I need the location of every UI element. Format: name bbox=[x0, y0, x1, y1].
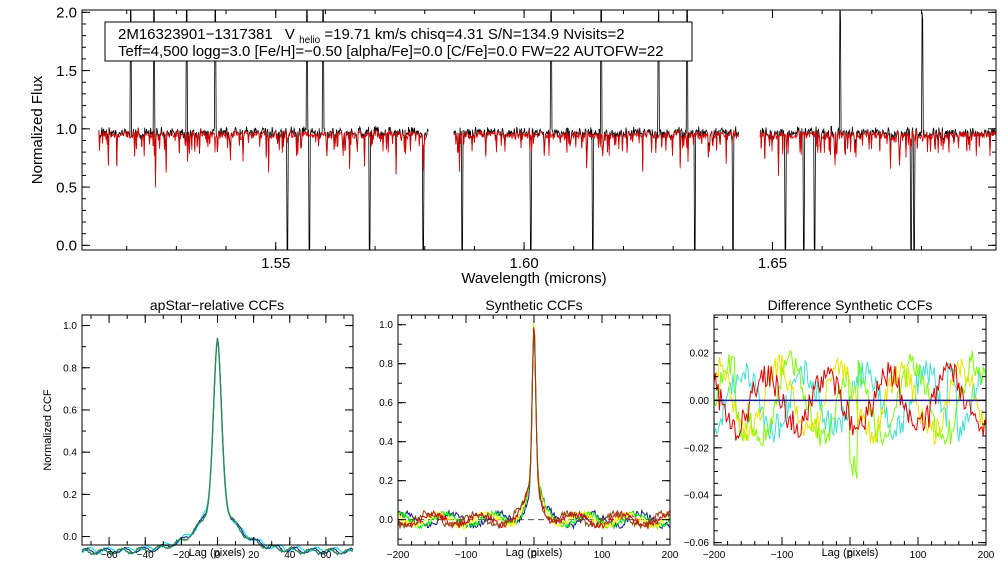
title-box bbox=[104, 21, 693, 62]
v-rest: =19.71 km/s chisq=4.31 S/N=134.9 Nvisits… bbox=[324, 26, 624, 43]
apstar-xtick-label: 40 bbox=[284, 550, 296, 561]
synthetic-ccf-visit-1 bbox=[397, 329, 670, 530]
synthetic-ytick-label: 0.8 bbox=[379, 359, 393, 370]
spectrum-panel: 1.55 1.60 1.65 0.0 0.5 1.0 1.5 2.0 2M16323901−1… bbox=[29, 5, 997, 287]
synthetic-ytick-label: 0.6 bbox=[379, 398, 393, 409]
apstar-ccf-visit-2 bbox=[81, 337, 354, 555]
spectrum-xtick-label: 1.55 bbox=[261, 255, 290, 272]
spectrum-clip-group bbox=[98, 10, 996, 250]
synthetic-ccf-visit-3 bbox=[397, 323, 670, 530]
synthetic-ccf-visit-2 bbox=[397, 323, 670, 531]
synthetic-xtick-label: −200 bbox=[387, 550, 410, 561]
apstar-ccf-combined bbox=[81, 338, 354, 556]
ccf-panel-apstar: apStar−relative CCFs −60 −40 −20 0 20 40 60 0.0… bbox=[42, 297, 354, 561]
apstar-plot-area bbox=[81, 337, 354, 556]
spectrum-ytick-label: 1.0 bbox=[56, 121, 77, 138]
v-prefix: V bbox=[285, 26, 295, 43]
synthetic-xtick-label: 200 bbox=[662, 550, 679, 561]
apstar-axes: −60 −40 −20 0 20 40 60 0.0 0.2 0.4 0.6 0.8 1.0 bbox=[63, 315, 353, 561]
apstar-xtick-label: −20 bbox=[173, 550, 190, 561]
spectrum-ytick-label: 0.5 bbox=[56, 179, 77, 196]
difference-ytick-label: −0.02 bbox=[684, 443, 710, 454]
synthetic-xtick-label: 0 bbox=[531, 550, 537, 561]
difference-xtick-label: −200 bbox=[703, 550, 726, 561]
apstar-xtick-label: 60 bbox=[320, 550, 332, 561]
difference-axes: −200 −100 0 100 200 −0.06 −0.04 −0.02 0.00 0.02 bbox=[684, 315, 995, 561]
apstar-frame bbox=[81, 314, 354, 546]
model-spectrum-chip-3 bbox=[759, 128, 996, 175]
spectrum-axes: 1.55 1.60 1.65 0.0 0.5 1.0 1.5 2.0 bbox=[56, 5, 996, 272]
apstar-ytick-label: 0.2 bbox=[63, 490, 77, 501]
model-spectrum-chip-2 bbox=[453, 129, 739, 173]
model-spectrum-chip-1 bbox=[98, 128, 429, 188]
panel-title-synthetic: Synthetic CCFs bbox=[485, 297, 582, 313]
synthetic-ytick-label: 0.2 bbox=[379, 476, 393, 487]
synthetic-xlabel: Lag (pixels) bbox=[506, 547, 563, 559]
spectrum-xtick-label: 1.60 bbox=[509, 255, 538, 272]
spectrum-ytick-label: 0.0 bbox=[56, 238, 77, 255]
apstar-xtick-label: −60 bbox=[101, 550, 118, 561]
star-id: 2M16323901−1317381 bbox=[118, 26, 273, 43]
ccf-panel-synthetic: Synthetic CCFs −200 −100 0 100 200 0.0 0.2 0.4 0… bbox=[379, 297, 679, 561]
synthetic-axes: −200 −100 0 100 200 0.0 0.2 0.4 0.6 0.8 1.0 bbox=[379, 315, 679, 561]
apstar-xtick-label: 20 bbox=[248, 550, 260, 561]
synthetic-xtick-label: 100 bbox=[594, 550, 611, 561]
observed-spectrum-chip-3 bbox=[759, 10, 996, 250]
synthetic-ccf-combined bbox=[397, 331, 670, 530]
difference-ytick-label: −0.04 bbox=[684, 491, 710, 502]
synthetic-ccf-visit-4 bbox=[397, 327, 670, 531]
spectrum-ytick-label: 2.0 bbox=[56, 5, 77, 22]
apstar-ytick-label: 0.4 bbox=[63, 448, 77, 459]
difference-xtick-label: 200 bbox=[978, 550, 995, 561]
apstar-ytick-label: 0.8 bbox=[63, 363, 77, 374]
spectrum-xtick-label: 1.65 bbox=[758, 255, 787, 272]
ccf-panel-difference: Difference Synthetic CCFs −200 −100 0 100 20… bbox=[684, 297, 995, 561]
difference-plot-area bbox=[713, 349, 987, 479]
synthetic-xtick-label: −100 bbox=[455, 550, 478, 561]
spectrum-frame bbox=[81, 9, 997, 251]
difference-xlabel: Lag (pixels) bbox=[822, 547, 879, 559]
title-line-1: 2M16323901−1317381 V helio =19.71 km/s c… bbox=[118, 26, 625, 47]
apstar-xtick-label: 0 bbox=[215, 550, 221, 561]
synthetic-frame bbox=[397, 314, 671, 546]
spectrum-plot-area bbox=[98, 10, 996, 250]
apstar-ccf-visit-1 bbox=[81, 338, 354, 554]
title-line-2: Teff=4,500 logg=3.0 [Fe/H]=−0.50 [alpha/… bbox=[118, 43, 664, 60]
panel-title-apstar: apStar−relative CCFs bbox=[150, 297, 284, 313]
apstar-ytick-label: 1.0 bbox=[63, 321, 77, 332]
synthetic-ytick-label: 1.0 bbox=[379, 320, 393, 331]
apstar-ytick-label: 0.0 bbox=[63, 532, 77, 543]
difference-ytick-label: 0.00 bbox=[690, 396, 710, 407]
apstar-ytick-label: 0.6 bbox=[63, 405, 77, 416]
difference-ccf-visit-1 bbox=[713, 360, 987, 443]
spectrum-ylabel: Normalized Flux bbox=[29, 75, 46, 184]
synthetic-plot-area bbox=[397, 323, 670, 531]
difference-ccf-visit-4 bbox=[713, 361, 987, 441]
spectrum-ytick-label: 1.5 bbox=[56, 63, 77, 80]
apstar-xtick-label: −40 bbox=[137, 550, 154, 561]
difference-ccf-visit-3 bbox=[713, 353, 987, 446]
spectrum-xlabel: Wavelength (microns) bbox=[461, 270, 606, 287]
apstar-ylabel: Normalized CCF bbox=[42, 389, 54, 471]
apstar-xlabel: Lag (pixels) bbox=[189, 547, 246, 559]
v-subscript: helio bbox=[299, 35, 321, 46]
panel-title-difference: Difference Synthetic CCFs bbox=[768, 297, 933, 313]
synthetic-ytick-label: 0.4 bbox=[379, 437, 393, 448]
difference-xtick-label: 100 bbox=[910, 550, 927, 561]
difference-xtick-label: −100 bbox=[771, 550, 794, 561]
difference-ytick-label: −0.06 bbox=[684, 538, 710, 549]
difference-xtick-label: 0 bbox=[847, 550, 853, 561]
difference-ccf-visit-2 bbox=[713, 349, 987, 479]
difference-ytick-label: 0.02 bbox=[690, 348, 710, 359]
synthetic-ytick-label: 0.0 bbox=[379, 515, 393, 526]
